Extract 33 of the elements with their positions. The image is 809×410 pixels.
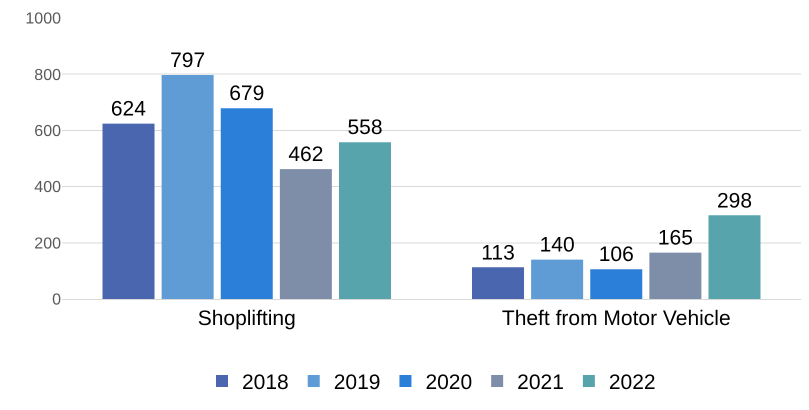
data-label: 797 xyxy=(170,49,206,72)
bar xyxy=(280,169,332,299)
bar xyxy=(162,75,214,299)
legend-label: 2018 xyxy=(242,371,289,394)
data-label: 624 xyxy=(110,98,146,121)
bar xyxy=(708,215,760,299)
bar xyxy=(590,269,642,299)
bar xyxy=(338,142,391,299)
bar xyxy=(649,252,702,299)
y-tick-label: 600 xyxy=(34,123,62,140)
data-label: 113 xyxy=(481,241,515,264)
bar xyxy=(102,124,155,299)
legend-label: 2021 xyxy=(517,371,564,394)
data-label: 106 xyxy=(598,243,634,266)
x-tick-label: Shoplifting xyxy=(198,307,296,330)
x-tick-label: Theft from Motor Vehicle xyxy=(502,307,731,330)
data-label: 558 xyxy=(347,116,383,140)
data-label: 165 xyxy=(658,226,693,250)
data-label: 298 xyxy=(716,189,752,212)
legend-label: 2019 xyxy=(334,371,380,394)
legend-label: 2022 xyxy=(608,371,656,394)
y-tick-label: 0 xyxy=(52,292,62,309)
legend-label: 2020 xyxy=(425,371,472,394)
data-label: 140 xyxy=(540,234,575,257)
y-tick-label: 200 xyxy=(34,235,62,252)
data-label: 679 xyxy=(229,82,264,106)
y-tick-label: 1000 xyxy=(25,10,62,28)
bar xyxy=(472,267,524,299)
y-tick-label: 400 xyxy=(34,179,62,196)
bar xyxy=(531,260,584,299)
data-label: 462 xyxy=(288,143,324,166)
bar xyxy=(220,108,273,299)
y-tick-label: 800 xyxy=(34,66,62,84)
